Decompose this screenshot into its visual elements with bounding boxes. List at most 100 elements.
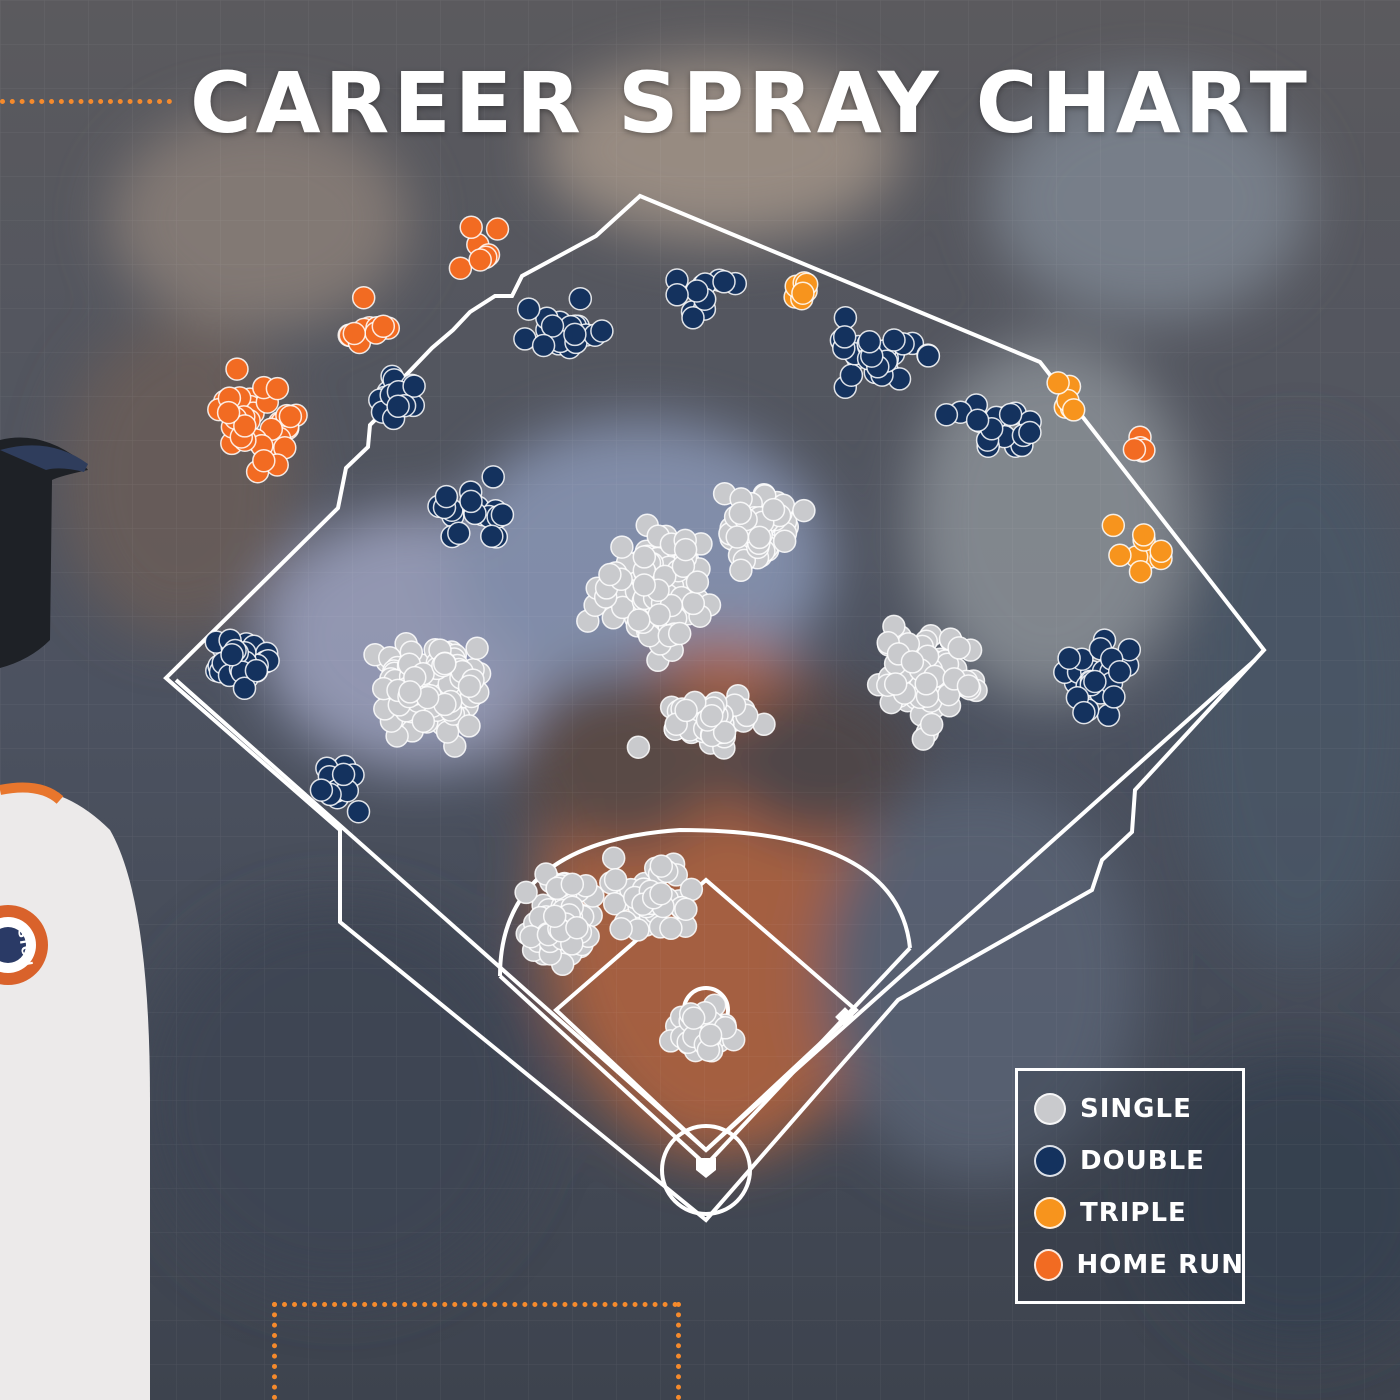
- hit-dot-single: [514, 880, 538, 905]
- hit-dot-single: [772, 529, 797, 553]
- decor-dotted-line-bottom-right: [676, 1302, 681, 1400]
- legend-swatch-double: [1034, 1145, 1066, 1177]
- hit-dot-single: [725, 525, 749, 549]
- legend-item-single: SINGLE: [1034, 1087, 1244, 1131]
- hit-dot-single: [728, 501, 753, 526]
- hit-dot-double: [882, 328, 906, 352]
- hit-dot-double: [681, 306, 705, 330]
- hit-dot-double: [540, 314, 565, 338]
- hit-dot-home-run: [468, 248, 492, 272]
- hit-dot-single: [433, 651, 457, 676]
- hit-dot-single: [883, 672, 908, 696]
- hit-dot-double: [434, 484, 459, 509]
- legend-label-home-run: HOME RUN: [1076, 1250, 1244, 1280]
- hit-dot-single: [674, 698, 698, 723]
- legend-label-double: DOUBLE: [1080, 1146, 1205, 1176]
- hit-dot-single: [674, 897, 698, 921]
- hit-dot-double: [331, 762, 356, 787]
- hit-dot-home-run: [265, 376, 290, 401]
- first-base: [835, 1007, 855, 1027]
- hit-dot-home-run: [225, 357, 249, 381]
- hit-dot-single: [632, 573, 656, 597]
- hit-dot-double: [1083, 669, 1107, 694]
- hit-dot-single: [603, 868, 628, 892]
- hit-dot-home-run: [351, 285, 376, 310]
- decor-dotted-line-top: [0, 99, 172, 104]
- hit-dot-single: [560, 872, 585, 896]
- decor-dotted-line-bottom-left: [272, 1302, 277, 1400]
- hit-dot-double: [1107, 660, 1132, 684]
- hit-dot-single: [465, 636, 489, 660]
- hit-dot-single: [667, 621, 692, 646]
- hit-dot-single: [681, 591, 706, 616]
- hit-dot-double: [309, 778, 334, 802]
- hit-dot-triple: [1108, 543, 1132, 568]
- home-plate: [696, 1158, 716, 1178]
- hit-dot-single: [919, 712, 944, 737]
- hit-dot-triple: [1046, 371, 1070, 395]
- legend: SINGLE DOUBLE TRIPLE HOME RUN: [1015, 1068, 1245, 1304]
- hit-dot-triple: [791, 281, 815, 305]
- hit-dot-double: [480, 524, 504, 549]
- series-triple: [783, 271, 1173, 584]
- infield-arc: [498, 827, 912, 977]
- hit-dot-double: [1057, 646, 1081, 670]
- legend-label-triple: TRIPLE: [1080, 1198, 1187, 1228]
- helmet: [0, 437, 88, 668]
- field-outline: [163, 193, 1267, 1223]
- hit-dot-home-run: [342, 321, 367, 346]
- outfield-wall: [163, 193, 1267, 1223]
- hit-dot-double: [481, 465, 505, 489]
- hit-dot-double: [232, 676, 257, 701]
- hit-dot-double: [839, 363, 864, 387]
- hit-dot-triple: [1131, 523, 1156, 547]
- hit-dot-home-run: [233, 414, 257, 438]
- legend-swatch-home-run: [1034, 1249, 1063, 1281]
- hit-dot-home-run: [448, 256, 473, 280]
- hit-dot-double: [590, 319, 614, 343]
- hit-dot-single: [900, 650, 925, 674]
- hit-dot-double: [531, 333, 556, 358]
- hit-dot-single: [729, 558, 753, 583]
- hit-dot-single: [457, 674, 482, 699]
- hit-dot-double: [1102, 685, 1126, 709]
- infield-dirt-left: [498, 974, 708, 1167]
- hit-dot-double: [563, 322, 587, 347]
- hit-dot-double: [346, 799, 371, 824]
- hit-dot-single: [542, 904, 567, 928]
- batter-photo: STON: [0, 437, 150, 1400]
- hit-dot-triple: [1101, 513, 1126, 538]
- legend-swatch-single: [1034, 1093, 1066, 1125]
- hit-dot-single: [647, 603, 671, 627]
- hit-dot-single: [632, 545, 657, 569]
- hit-dot-single: [947, 636, 971, 660]
- legend-item-home-run: HOME RUN: [1034, 1243, 1244, 1287]
- hit-dot-single: [681, 1006, 706, 1030]
- series-home-run: [207, 215, 1156, 484]
- hit-dot-double: [568, 286, 593, 311]
- legend-item-double: DOUBLE: [1034, 1139, 1244, 1183]
- chart-title: CAREER SPRAY CHART: [190, 54, 1311, 152]
- hit-dot-single: [673, 537, 698, 562]
- hit-dot-single: [610, 535, 634, 559]
- hit-dot-double: [665, 283, 689, 307]
- hit-dot-double: [490, 503, 515, 527]
- series-single: [363, 481, 988, 1063]
- hit-dot-single: [792, 498, 816, 523]
- hit-dot-double: [220, 642, 244, 667]
- hit-dot-double: [244, 658, 269, 683]
- hit-dot-double: [934, 402, 959, 427]
- hit-dot-double: [447, 521, 471, 546]
- infield-dirt-right: [704, 946, 912, 1167]
- hit-dot-home-run: [278, 404, 303, 429]
- hit-dot-double: [965, 408, 990, 433]
- hit-dot-triple: [1061, 398, 1086, 422]
- home-circle: [660, 1124, 752, 1216]
- hit-dot-single: [699, 703, 724, 728]
- series-double: [204, 268, 1142, 824]
- hit-dot-home-run: [1122, 437, 1147, 462]
- patch-text: STON: [15, 928, 35, 967]
- hit-dot-single: [685, 570, 710, 594]
- hit-dot-single: [627, 608, 651, 632]
